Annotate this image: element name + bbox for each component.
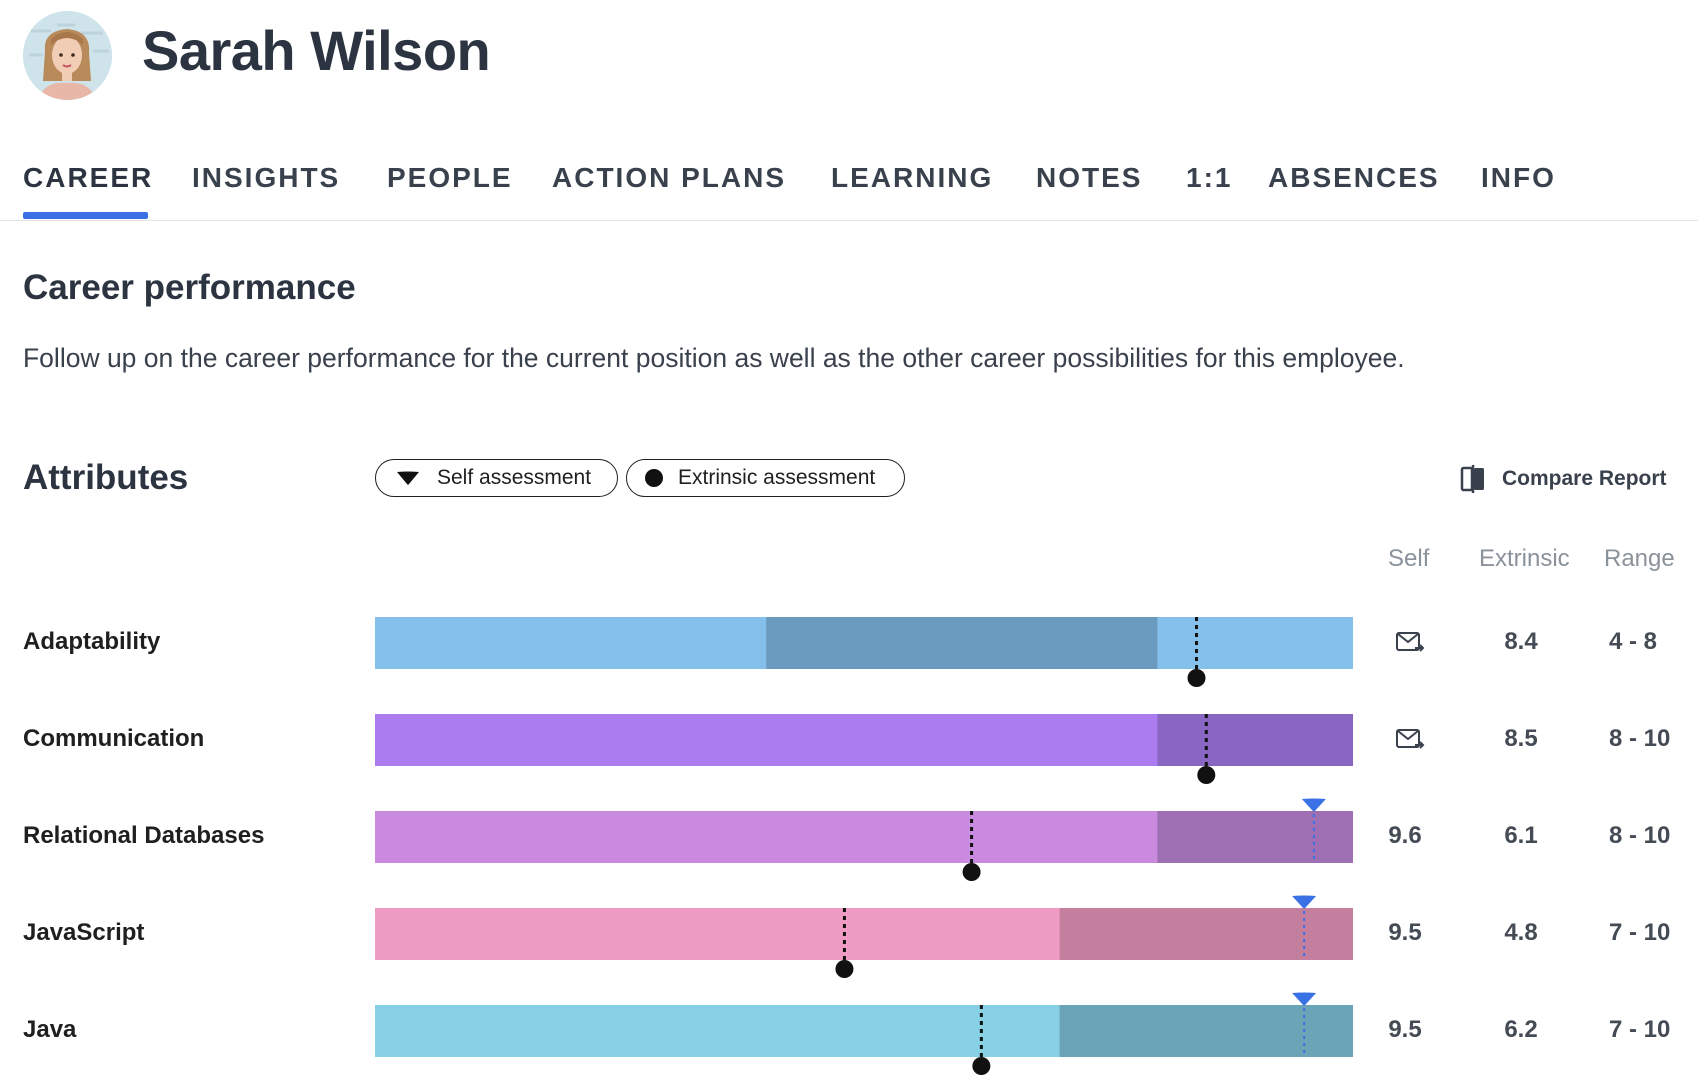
range-value: 7 - 10 [1609,1016,1671,1043]
active-tab-indicator [23,212,148,219]
extrinsic-value: 6.1 [1504,822,1538,849]
tab-career[interactable]: CAREER [23,162,154,193]
extrinsic-marker-dot [962,863,981,881]
range-value: 4 - 8 [1609,628,1658,655]
extrinsic-value: 6.2 [1504,1016,1538,1043]
extrinsic-marker-dot [972,1057,991,1075]
avatar-illustration [23,11,112,100]
tab-bar: CAREER INSIGHTS PEOPLE ACTION PLANS LEAR… [0,150,1698,221]
self-marker-triangle [1301,798,1326,812]
self-value: 9.5 [1388,1016,1422,1043]
extrinsic-value: 4.8 [1504,919,1538,946]
compare-report-button[interactable]: Compare Report [1460,462,1667,496]
mail-icon[interactable] [1395,726,1425,752]
range-value: 8 - 10 [1609,725,1671,752]
legend-extrinsic-assessment[interactable]: Extrinsic assessment [626,459,905,497]
expected-range-band [1059,908,1353,960]
extrinsic-value: 8.4 [1504,628,1538,655]
tab-learning[interactable]: LEARNING [831,162,994,193]
tab-insights[interactable]: INSIGHTS [192,162,341,193]
self-marker-triangle [1292,895,1317,909]
column-header-self: Self [1388,545,1430,572]
attribute-label-java: Java [23,1016,77,1043]
column-header-extrinsic: Extrinsic [1479,545,1570,572]
tab-people[interactable]: PEOPLE [387,162,513,193]
section-description: Follow up on the career performance for … [23,343,1405,373]
attribute-label-adaptability: Adaptability [23,628,161,655]
compare-report-label: Compare Report [1502,467,1667,490]
tab-action-plans[interactable]: ACTION PLANS [552,162,786,193]
triangle-down-icon [396,470,420,486]
tab-info[interactable]: INFO [1481,162,1556,193]
attribute-label-communication: Communication [23,725,205,752]
avatar [23,11,112,100]
extrinsic-marker-dot [1187,669,1206,687]
extrinsic-marker-dot [835,960,854,978]
expected-range-band [1059,1005,1353,1057]
extrinsic-marker-dot [1197,766,1216,784]
attribute-label-relational-databases: Relational Databases [23,822,265,849]
dot-icon [645,469,663,487]
section-title: Career performance [23,268,356,307]
mail-icon[interactable] [1395,629,1425,655]
tab-absences[interactable]: ABSENCES [1268,162,1440,193]
attributes-title: Attributes [23,458,189,497]
self-value: 9.5 [1388,919,1422,946]
legend-extrinsic-label: Extrinsic assessment [678,466,876,489]
tab-one-on-one[interactable]: 1:1 [1186,162,1233,193]
expected-range-band [766,617,1158,669]
self-marker-triangle [1292,992,1317,1006]
expected-range-band [1157,811,1353,863]
extrinsic-value: 8.5 [1504,725,1538,752]
legend-self-assessment[interactable]: Self assessment [375,459,618,497]
employee-name: Sarah Wilson [142,19,491,82]
self-value: 9.6 [1388,822,1422,849]
tab-notes[interactable]: NOTES [1036,162,1143,193]
range-value: 8 - 10 [1609,822,1671,849]
column-header-range: Range [1604,545,1675,572]
range-value: 7 - 10 [1609,919,1671,946]
legend-self-label: Self assessment [437,466,592,489]
expected-range-band [1157,714,1353,766]
compare-icon [1460,464,1486,494]
attribute-label-javascript: JavaScript [23,919,145,946]
